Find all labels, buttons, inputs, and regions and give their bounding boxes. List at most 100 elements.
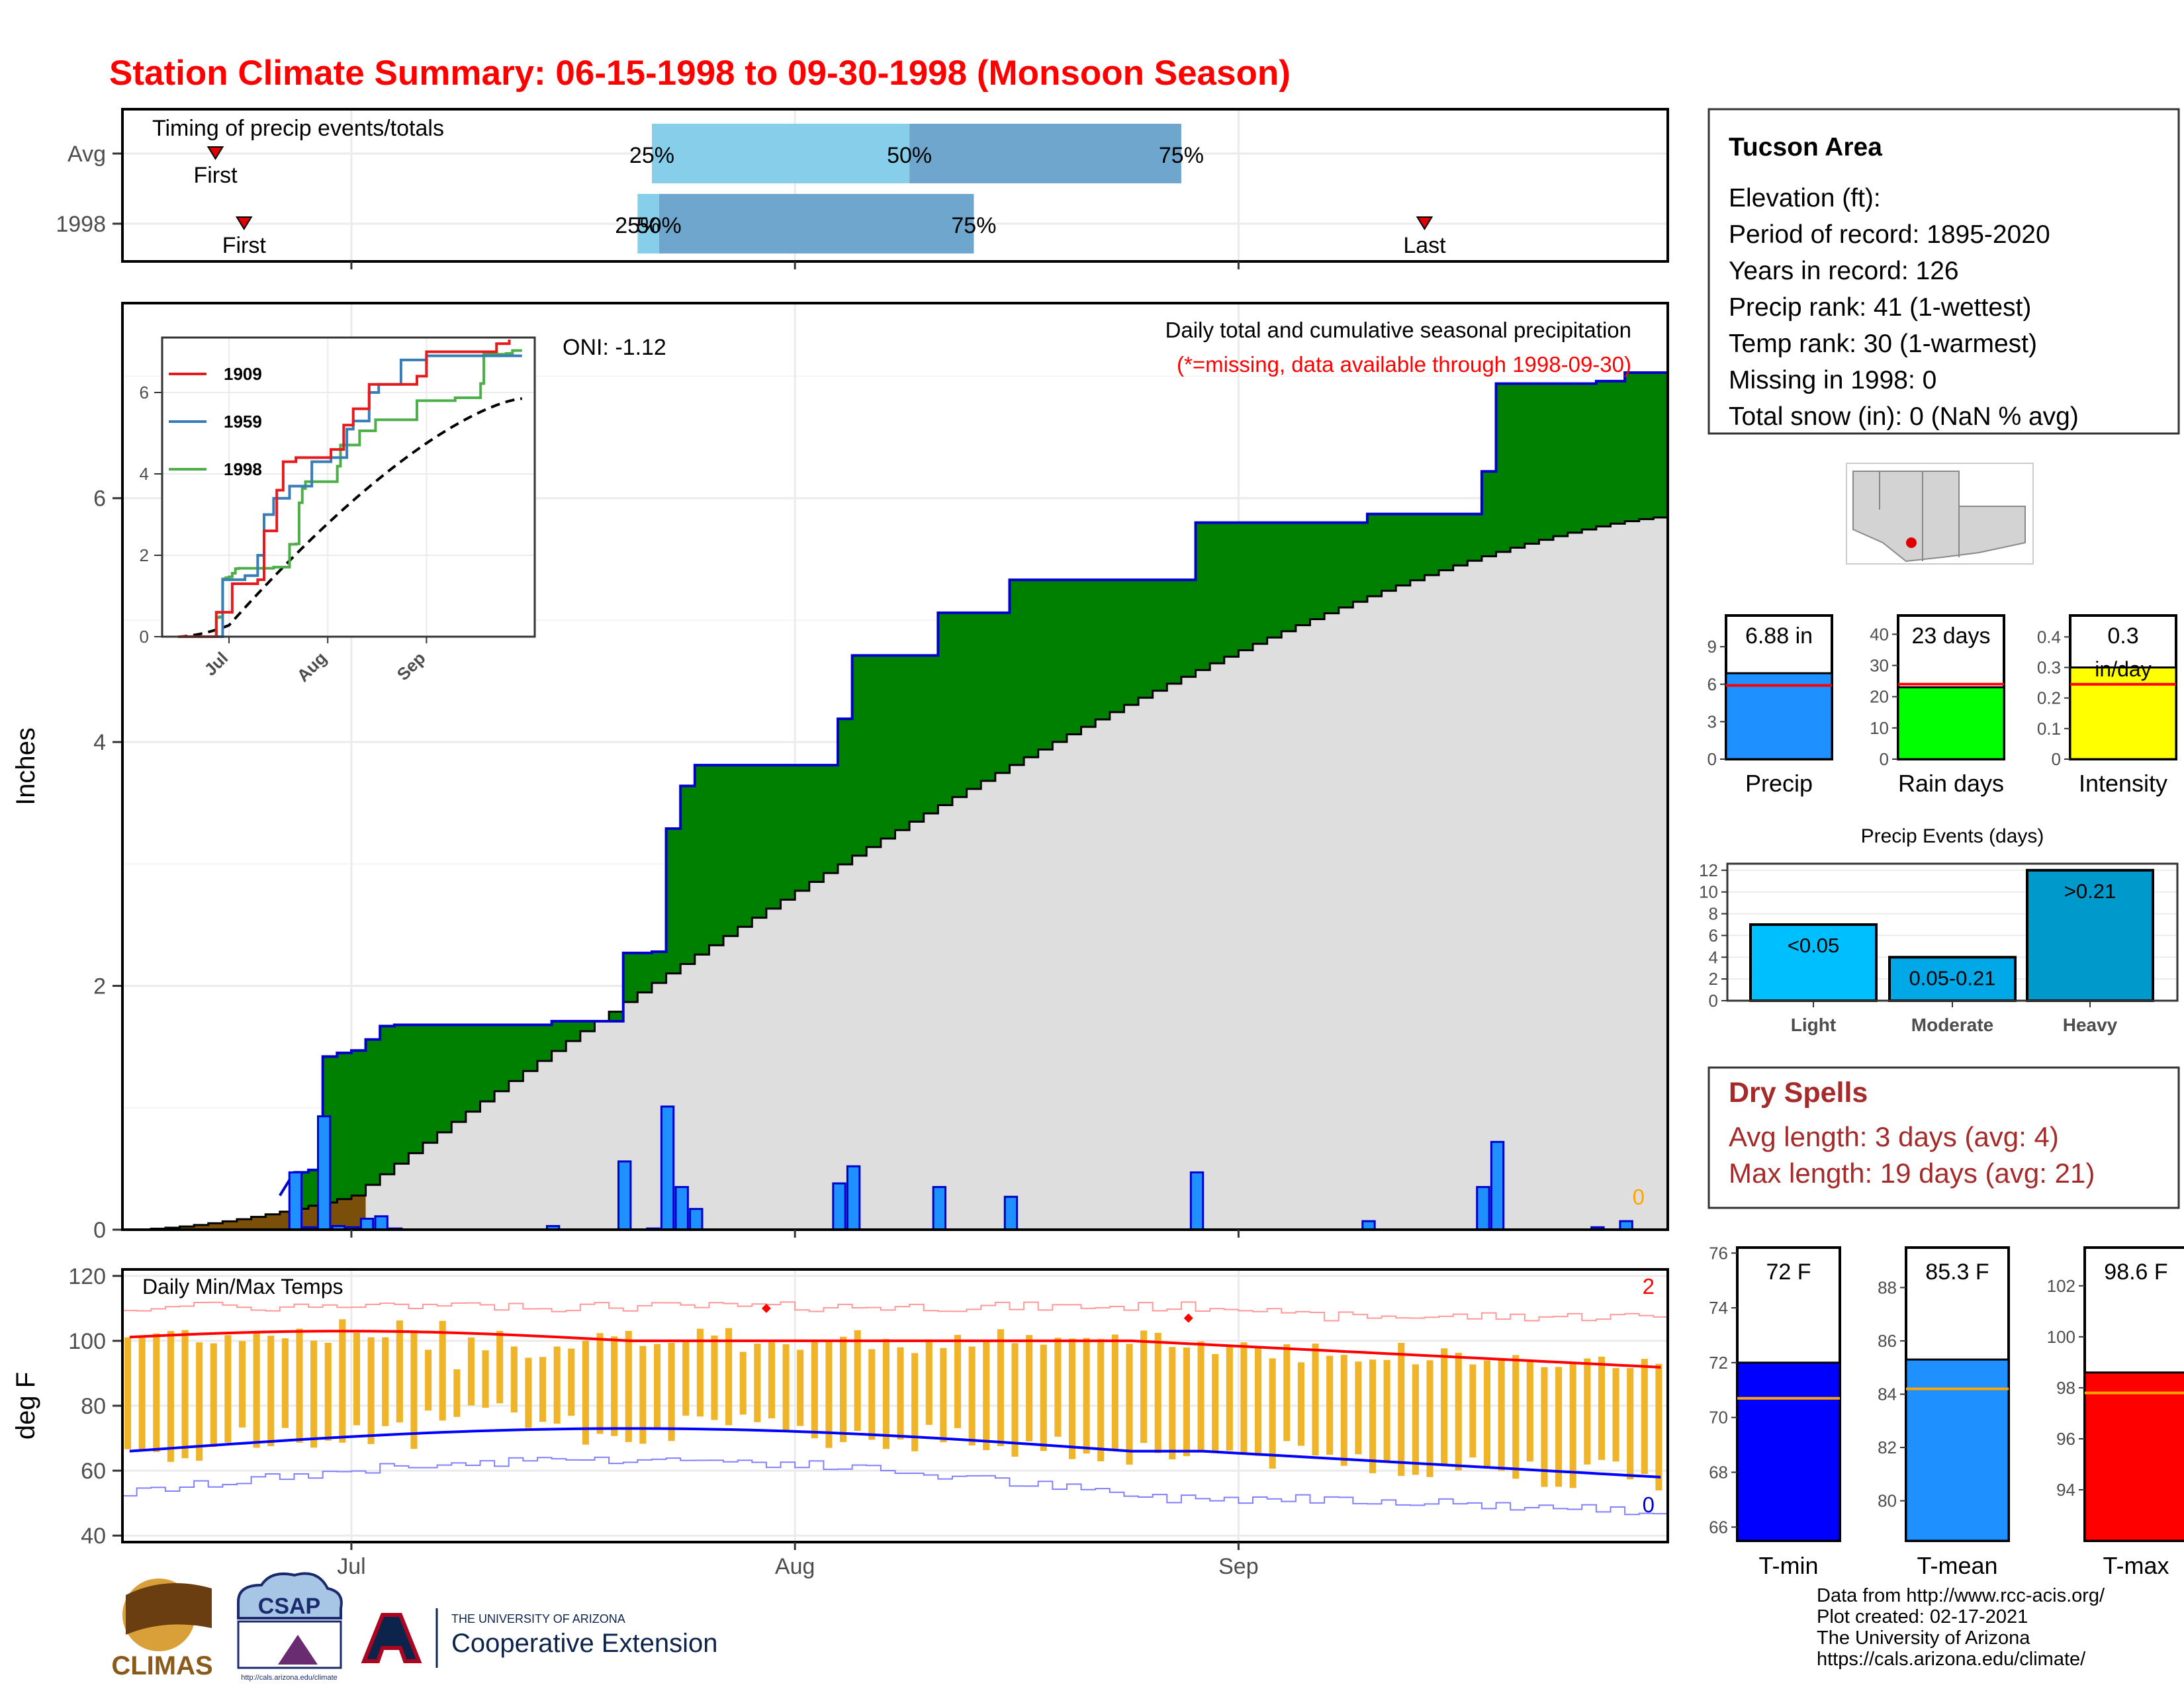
inset-line-1909 [178, 340, 511, 638]
daily-temp-bar [940, 1348, 947, 1443]
inset-average-line [177, 397, 522, 638]
daily-temp-bar [639, 1346, 647, 1444]
timing-q50-q75-bar [659, 194, 974, 253]
daily-temp-bar [167, 1331, 174, 1462]
timing-q25-q50-bar [651, 124, 910, 183]
daily-temp-bar [1426, 1360, 1433, 1477]
daily-precip-bar [316, 1115, 332, 1231]
dry-spells-title: Dry Spells [1729, 1077, 1868, 1109]
footer-credit-line: Data from http://www.rcc-acis.org/ [1817, 1585, 2105, 1606]
month-tick-label: Sep [1218, 1554, 1259, 1579]
station-info-line: Total snow (in): 0 (NaN % avg) [1729, 402, 2079, 431]
daily-precip-bar [932, 1186, 947, 1231]
daily-temp-bar [281, 1338, 289, 1428]
record-high-line [122, 1301, 1668, 1322]
daily-precip-bar [689, 1208, 704, 1231]
summary-bar-tick-label: 0 [2052, 749, 2061, 769]
temp-summary-tick-label: 68 [1709, 1462, 1728, 1482]
footer-credit-line: https://cals.arizona.edu/climate/ [1817, 1649, 2086, 1670]
precip-y-tick-label: 6 [93, 486, 106, 512]
summary-bar-value-label: 6.88 in [1745, 623, 1813, 649]
missing-count: 0 [1633, 1185, 1645, 1209]
event-bar [2026, 868, 2154, 1003]
temp-panel-title: Daily Min/Max Temps [142, 1275, 343, 1299]
summary-bar-tick-label: 6 [1707, 674, 1717, 694]
ua-a-mark [361, 1613, 422, 1663]
summary-bar-tick-label: 0 [1880, 749, 1889, 769]
timing-p75-label: 75% [1159, 143, 1204, 168]
daily-temp-bar [897, 1347, 904, 1440]
daily-temp-bar [1054, 1338, 1062, 1437]
daily-temp-bar [296, 1328, 303, 1443]
daily-temp-bar [267, 1336, 275, 1447]
daily-temp-bar [1183, 1348, 1191, 1457]
oni-label: ONI: -1.12 [563, 335, 666, 360]
daily-temp-bar [310, 1340, 318, 1448]
temp-y-tick-label: 40 [81, 1524, 106, 1549]
daily-temp-bar [811, 1340, 818, 1439]
normal-cumulative-area [351, 517, 1668, 1230]
first-event-marker [206, 146, 224, 160]
map-borders [1879, 471, 1960, 561]
daily-precip-bar [1490, 1140, 1505, 1231]
record-high-marker [1183, 1313, 1193, 1323]
temp-summary-tick-label: 94 [2056, 1480, 2075, 1500]
summary-bar-tick-label: 3 [1707, 711, 1717, 731]
first-event-label: First [193, 163, 238, 188]
footer-credit-line: Plot created: 02-17-2021 [1817, 1606, 2028, 1627]
event-bar-label: <0.05 [1788, 934, 1839, 957]
daily-temp-bar [253, 1330, 260, 1448]
daily-precip-bar [374, 1215, 388, 1231]
temp-y-tick-label: 60 [81, 1459, 106, 1484]
cumulative-surplus-area [294, 373, 1668, 1209]
daily-temp-bar [754, 1344, 761, 1422]
timing-panel-border [121, 108, 1669, 263]
precip-y-axis-label: Inches [11, 727, 40, 805]
daily-temp-bar [1226, 1345, 1233, 1451]
temp-summary-tick-label: 86 [1878, 1331, 1897, 1351]
daily-temp-bar [997, 1329, 1004, 1446]
map-region [1852, 471, 2026, 563]
temp-y-tick-label: 80 [81, 1394, 106, 1419]
events-panel-border [1726, 862, 2179, 1002]
daily-temp-bar [682, 1340, 690, 1416]
events-tick-label: 2 [1709, 969, 1718, 989]
daily-temp-bar [181, 1330, 189, 1459]
normal-tmax-line [129, 1330, 1661, 1369]
temp-summary-value-label: 98.6 F [2104, 1259, 2167, 1285]
inset-y-tick-label: 0 [140, 627, 149, 647]
csap-cloud [237, 1572, 343, 1620]
daily-temp-bar [138, 1338, 146, 1450]
events-tick-label: 12 [1699, 860, 1718, 880]
daily-temp-bar [1498, 1359, 1505, 1471]
daily-temp-bar [1111, 1334, 1118, 1449]
daily-temp-bar [1040, 1344, 1047, 1451]
daily-temp-bar [1011, 1343, 1019, 1457]
observed-cumulative-line [279, 371, 1668, 1197]
daily-temp-bar [1283, 1344, 1291, 1441]
timing-p25-label: 25% [615, 213, 660, 238]
daily-precip-bar [288, 1171, 303, 1231]
normal-cumulative-line [122, 516, 1668, 1231]
daily-temp-bar [1641, 1359, 1648, 1475]
summary-bar-tick-label: 20 [1870, 687, 1889, 707]
daily-temp-bar [1627, 1368, 1634, 1480]
precip-missing-caption: (*=missing, data available through 1998-… [1177, 352, 1631, 377]
daily-temp-bar [768, 1342, 776, 1418]
daily-precip-bar [1476, 1186, 1490, 1231]
timing-p75-label: 75% [951, 213, 996, 238]
daily-temp-bar [425, 1349, 432, 1411]
daily-temp-bar [840, 1336, 847, 1442]
daily-temp-bar [525, 1357, 532, 1428]
daily-temp-bar [510, 1346, 518, 1413]
daily-precip-bar [832, 1182, 846, 1231]
summary-bar-tick-label: 0.3 [2037, 657, 2061, 677]
daily-temp-bar [353, 1332, 361, 1426]
event-bar-label: >0.21 [2064, 880, 2116, 903]
record-low-count: 0 [1643, 1492, 1655, 1517]
timing-q50-q75-bar [909, 124, 1181, 183]
precip-y-tick-label: 2 [93, 974, 106, 999]
station-info-line: Precip rank: 41 (1-wettest) [1729, 293, 2031, 322]
page-title: Station Climate Summary: 06-15-1998 to 0… [109, 54, 1291, 93]
inset-line-1998 [178, 349, 522, 638]
